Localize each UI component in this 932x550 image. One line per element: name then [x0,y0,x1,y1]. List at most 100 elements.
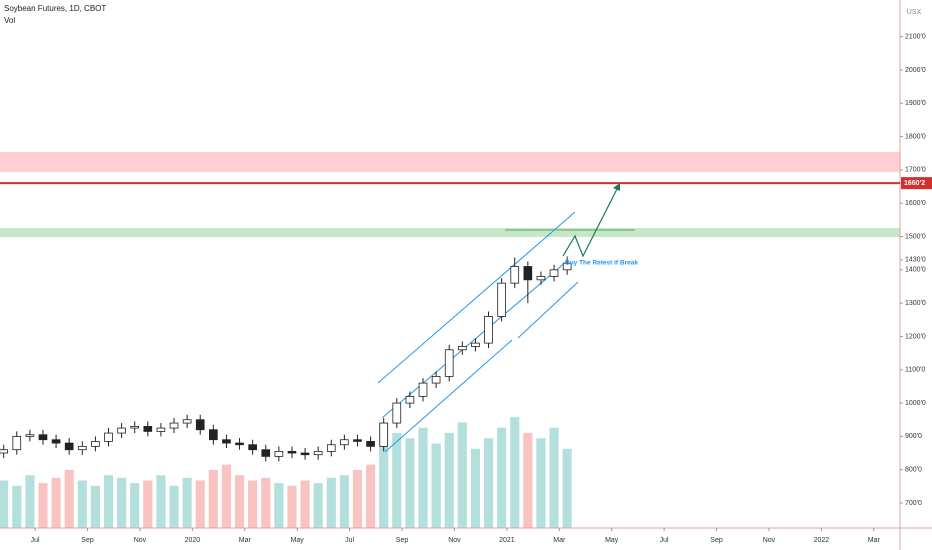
y-tick-label: 2000'0 [905,67,926,74]
candle-body [510,266,520,284]
price-pane [0,256,572,462]
volume-bar [117,477,127,528]
volume-bar [274,483,284,528]
x-tick-label: Nov [134,537,147,544]
volume-bar [90,485,100,528]
candle-body [117,427,126,434]
candle-body [38,434,48,441]
volume-bar [156,475,166,528]
y-tick-label: 1430'0 [905,257,926,264]
candle-body [274,450,284,457]
x-tick-label: 2020 [185,537,201,544]
volume-bar [483,438,494,528]
y-tick-label: 1100'0 [905,367,925,374]
channel-line [381,261,567,419]
volume-bar [444,432,454,528]
candle-body [25,434,35,437]
volume-bar [562,448,572,528]
candle-body [313,450,323,456]
volume-bar [497,427,507,528]
y-tick-label: 1700'0 [905,167,926,174]
candle-body [484,316,493,344]
x-tick-label: Mar [868,537,881,544]
x-tick-label: 2022 [814,537,830,544]
candle-body [169,422,179,429]
x-tick-label: Nov [448,537,461,544]
x-tick-label: Sep [710,537,723,544]
x-tick-label: Jul [31,537,40,544]
x-tick-label: 2021 [499,537,515,544]
volume-bar [195,480,205,528]
candle-body [195,419,205,431]
resistance-zone [0,152,900,172]
candle-body [497,282,506,317]
candle-body [326,444,336,452]
volume-bar [405,438,415,528]
volume-bar [130,483,140,528]
channel-line [517,281,579,339]
candle-body [418,382,428,397]
x-tick-label: Nov [763,537,776,544]
volume-bar [536,438,546,528]
candle-body [104,432,113,442]
volume-bar [169,485,179,528]
candle-body [222,439,231,444]
y-tick-label: 1200'0 [905,333,926,340]
volume-bar [208,469,218,528]
volume-bar [418,427,428,528]
y-tick-label: 1300'0 [905,300,926,307]
candle-body [130,425,140,429]
candle-body [77,445,87,451]
y-tick-label: 800'0 [905,467,922,474]
volume-bar [261,477,271,528]
chart-title: Soybean Futures, 1D, CBOT [4,4,106,13]
x-tick-label: Mar [553,537,566,544]
currency: USX [907,9,922,16]
y-tick-label: 1900'0 [905,100,926,107]
volume-bar [38,483,48,528]
candle-body [471,342,480,347]
volume-pane [0,417,572,528]
candle-body [405,396,415,404]
volume-bar [287,485,297,528]
x-tick-label: Mar [239,537,252,544]
volume-bar [300,480,310,528]
x-tick-label: Sep [81,537,94,544]
volume-bar [523,432,533,528]
volume-bar [12,485,22,528]
volume-bar [431,443,441,528]
candle-body [261,449,271,457]
candle-body [91,440,100,447]
support-zone [0,228,900,237]
volume-bar [366,464,376,528]
volume-bar [221,464,232,528]
candle-body [209,429,218,441]
volume-bar [0,480,9,528]
volume-bar [248,480,258,528]
volume-bar [457,422,467,528]
volume-bar [25,475,35,528]
volume-bar [549,427,559,528]
candle-body [235,442,244,446]
candle-body [248,444,257,451]
price-label-box [901,177,932,190]
candle-body [287,450,297,454]
candle-body [392,402,402,424]
volume-bar [143,480,153,528]
y-tick-label: 1500'0 [905,233,926,240]
x-tick-label: May [605,537,619,544]
candle-body [340,439,349,446]
candle-body [12,435,22,451]
y-tick-label: 900'0 [905,433,922,440]
y-tick-label: 1800'0 [905,133,926,140]
y-tick-label: 700'0 [905,500,922,507]
volume-bar [77,480,87,528]
candle-body [431,376,441,384]
x-tick-label: Sep [396,537,409,544]
volume-bar [379,422,389,528]
volume-bar [352,469,363,528]
y-tick-label: 1600'0 [905,200,926,207]
volume-bar [103,475,114,528]
volume-bar [470,448,481,528]
